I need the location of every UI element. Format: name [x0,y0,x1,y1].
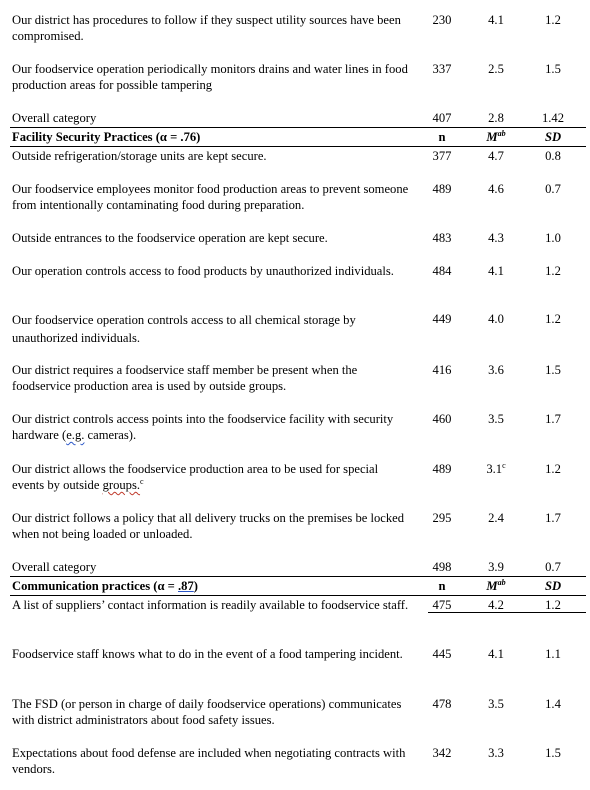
n-value: 337 [432,62,452,76]
n-value: 416 [432,363,452,377]
n-value: 342 [432,746,452,760]
column-header-sd: SD [544,130,562,144]
n-value: 475 [432,598,452,612]
mean-value: 4.0 [488,312,504,326]
mean-value: 3.3 [488,746,504,760]
sd-value: 1.42 [541,111,565,125]
overall-label: Overall category [12,111,97,125]
sd-value: 1.4 [545,697,561,711]
mean-value: 3.1c [486,461,506,477]
statement-text: Our foodservice operation controls acces… [12,313,356,345]
n-value: 489 [432,182,452,196]
mean-value: 4.3 [488,231,504,245]
section-divider [10,595,586,596]
sd-value: 1.2 [545,264,561,278]
mean-value: 3.5 [488,412,504,426]
statement-text: Our district allows the foodservice prod… [12,462,379,492]
mean-value: 3.6 [488,363,504,377]
statement-text: A list of suppliers’ contact information… [12,598,409,612]
n-value: 377 [432,149,452,163]
n-value: 498 [432,560,452,574]
sd-value: 0.7 [545,182,561,196]
cell-divider [428,612,586,613]
section-divider [10,146,586,147]
mean-value: 4.7 [488,149,504,163]
statement-text: Our district has procedures to follow if… [12,13,401,43]
statement-text: Expectations about food defense are incl… [12,746,406,776]
statement-text: Foodservice staff knows what to do in th… [12,647,403,661]
column-header-sd: SD [544,579,562,593]
section-divider [10,576,586,577]
section-divider [10,127,586,128]
statement-text: Our foodservice operation periodically m… [12,62,408,92]
sd-value: 1.2 [545,462,561,476]
n-value: 295 [432,511,452,525]
section-title: Facility Security Practices (α = .76) [12,130,201,144]
sd-value: 1.2 [545,13,561,27]
column-header-n: n [438,579,446,593]
statement-text: Our district controls access points into… [12,412,394,442]
mean-value: 4.1 [488,264,504,278]
n-value: 230 [432,13,452,27]
n-value: 460 [432,412,452,426]
statement-text: Our operation controls access to food pr… [12,264,394,278]
section-title: Communication practices (α = .87) [12,579,198,593]
sd-value: 1.0 [545,231,561,245]
mean-value: 4.2 [488,598,504,612]
n-value: 484 [432,264,452,278]
overall-label: Overall category [12,560,97,574]
mean-value: 3.9 [488,560,504,574]
n-value: 478 [432,697,452,711]
column-header-mean: Mab [486,578,506,594]
sd-value: 1.5 [545,363,561,377]
n-value: 489 [432,462,452,476]
statement-text: Our foodservice employees monitor food p… [12,182,409,212]
mean-value: 2.8 [488,111,504,125]
statement-text: Our district follows a policy that all d… [12,511,405,541]
statement-text: Our district requires a foodservice staf… [12,363,358,393]
statement-text: Outside refrigeration/storage units are … [12,149,267,163]
sd-value: 1.2 [545,598,561,612]
n-value: 483 [432,231,452,245]
column-header-n: n [438,130,446,144]
mean-value: 4.1 [488,647,504,661]
n-value: 449 [432,312,452,326]
sd-value: 1.2 [545,312,561,326]
mean-value: 2.4 [488,511,504,525]
sd-value: 1.1 [545,647,561,661]
sd-value: 1.7 [545,412,561,426]
statement-text: The FSD (or person in charge of daily fo… [12,697,402,727]
mean-value: 2.5 [488,62,504,76]
sd-value: 0.7 [545,560,561,574]
sd-value: 1.5 [545,746,561,760]
mean-value: 4.6 [488,182,504,196]
column-header-mean: Mab [486,129,506,145]
sd-value: 1.5 [545,62,561,76]
n-value: 445 [432,647,452,661]
mean-value: 3.5 [488,697,504,711]
mean-value: 4.1 [488,13,504,27]
sd-value: 1.7 [545,511,561,525]
statement-text: Outside entrances to the foodservice ope… [12,231,328,245]
n-value: 407 [432,111,452,125]
sd-value: 0.8 [545,149,561,163]
